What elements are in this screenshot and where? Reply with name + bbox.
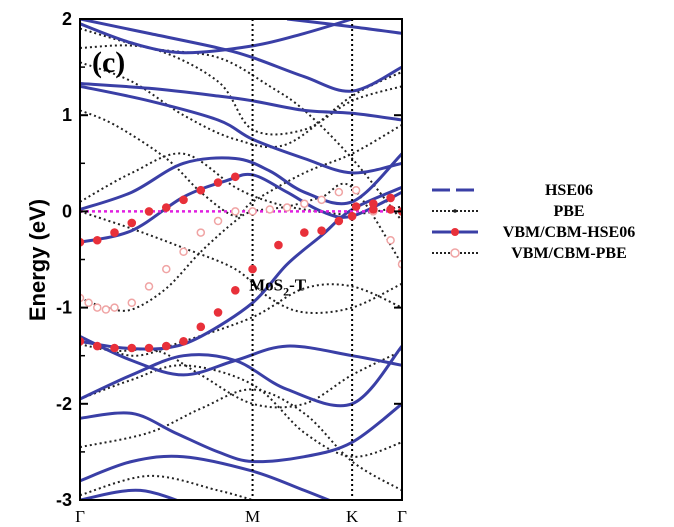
pbe-band-9 xyxy=(80,61,402,149)
vbm-cbm-hse06-point xyxy=(386,193,395,203)
legend-marker-vbm-hse06 xyxy=(451,228,459,236)
vbm-cbm-hse06-point xyxy=(213,308,223,317)
vbm-cbm-pbe-point xyxy=(317,195,326,205)
y-ticks xyxy=(80,18,402,501)
vbm-cbm-pbe-point xyxy=(179,247,188,257)
vbm-cbm-hse06-point xyxy=(92,235,102,245)
vbm-cbm-hse06-point xyxy=(161,203,171,212)
vbm-cbm-pbe-point xyxy=(248,207,257,216)
legend-label: PBE xyxy=(553,203,584,220)
legend-label: VBM/CBM-HSE06 xyxy=(503,224,635,241)
high-symmetry-lines xyxy=(251,19,354,500)
pbe-band-3 xyxy=(80,343,402,409)
vbm-cbm-hse06-point xyxy=(274,240,283,250)
vbm-cbm-hse06-point xyxy=(351,202,361,211)
vbm-cbm-hse06-point xyxy=(347,211,357,221)
vbm-cbm-pbe-point xyxy=(282,203,292,212)
vbm-cbm-hse06-markers xyxy=(80,172,402,353)
vbm-cbm-pbe-point xyxy=(93,303,102,312)
vbm-cbm-hse06-point xyxy=(127,218,137,228)
vbm-cbm-pbe-point xyxy=(351,185,361,195)
vbm-cbm-pbe-point xyxy=(213,216,223,226)
vbm-cbm-hse06-point xyxy=(231,285,240,295)
pbe-band-4 xyxy=(80,283,402,357)
vbm-cbm-pbe-point xyxy=(300,199,309,208)
pbe-band-5 xyxy=(80,182,402,312)
vbm-cbm-hse06-point xyxy=(92,341,102,351)
vbm-cbm-pbe-point xyxy=(231,207,240,216)
vbm-cbm-hse06-point xyxy=(196,322,206,332)
vbm-cbm-hse06-point xyxy=(369,199,378,209)
y-tick-label: 0 xyxy=(62,201,72,221)
y-axis-label: Energy (eV) xyxy=(25,199,50,321)
vbm-cbm-pbe-point xyxy=(265,205,275,214)
y-tick-label: -3 xyxy=(56,490,72,510)
pbe-band-1 xyxy=(80,388,402,492)
vbm-cbm-hse06-point xyxy=(110,228,119,237)
legend-label: VBM/CBM-PBE xyxy=(511,245,627,262)
legend-marker-vbm-pbe xyxy=(450,248,460,258)
y-tick-label: -1 xyxy=(56,298,72,318)
legend-label: HSE06 xyxy=(545,182,593,199)
vbm-cbm-hse06-point xyxy=(317,226,326,235)
vbm-cbm-pbe-point xyxy=(101,305,111,314)
vbm-cbm-hse06-point xyxy=(110,343,119,353)
pbe-band-6 xyxy=(80,210,402,314)
vbm-cbm-hse06-point xyxy=(231,172,240,182)
hse06-band-0 xyxy=(80,488,181,500)
legend: HSE06 PBE VBM/CBM-HSE06 VBM/CBM-PBE xyxy=(432,182,635,262)
hse06-band-12 xyxy=(286,19,402,35)
legend-marker-pbe xyxy=(453,209,457,213)
mos2-t-annotation: MoS2-T xyxy=(249,275,307,298)
vbm-cbm-hse06-point xyxy=(248,264,257,274)
vbm-cbm-pbe-point xyxy=(84,298,93,308)
y-tick-label: 1 xyxy=(62,105,72,125)
vbm-cbm-hse06-point xyxy=(300,228,309,237)
hse06-band-10 xyxy=(80,19,402,93)
vbm-cbm-pbe-point xyxy=(162,264,171,274)
vbm-cbm-hse06-point xyxy=(144,343,154,353)
y-tick-label: -2 xyxy=(56,394,72,414)
hse06-band-1 xyxy=(80,454,333,500)
hse06-band-11 xyxy=(80,19,353,55)
vbm-cbm-hse06-point xyxy=(179,336,188,346)
kpoint-label: K xyxy=(346,507,359,526)
hse06-band-2 xyxy=(80,402,402,464)
vbm-cbm-hse06-point xyxy=(196,185,206,195)
vbm-cbm-pbe-point xyxy=(144,282,154,291)
y-tick-labels: -3 -2 -1 0 1 2 xyxy=(56,9,72,510)
vbm-cbm-pbe-point xyxy=(386,236,395,245)
pbe-band-0 xyxy=(80,474,253,500)
kpoint-label: Γ xyxy=(397,507,407,526)
hse06-band-7 xyxy=(80,152,402,211)
y-tick-label: 2 xyxy=(62,9,72,29)
vbm-cbm-hse06-point xyxy=(127,343,137,353)
vbm-cbm-pbe-point xyxy=(127,298,137,308)
vbm-cbm-pbe-point xyxy=(196,228,206,237)
vbm-cbm-hse06-point xyxy=(161,341,171,351)
vbm-cbm-pbe-point xyxy=(334,187,344,197)
kpoint-label: M xyxy=(245,507,260,526)
kpoint-label: Γ xyxy=(75,507,85,526)
panel-label: (c) xyxy=(92,46,125,79)
vbm-cbm-hse06-point xyxy=(213,178,223,187)
vbm-cbm-pbe-point xyxy=(110,303,119,312)
vbm-cbm-hse06-point xyxy=(179,195,188,205)
hse06-bands xyxy=(80,19,402,500)
vbm-cbm-hse06-point xyxy=(334,216,344,226)
vbm-cbm-hse06-point xyxy=(144,207,154,216)
vbm-cbm-hse06-point xyxy=(386,205,395,214)
